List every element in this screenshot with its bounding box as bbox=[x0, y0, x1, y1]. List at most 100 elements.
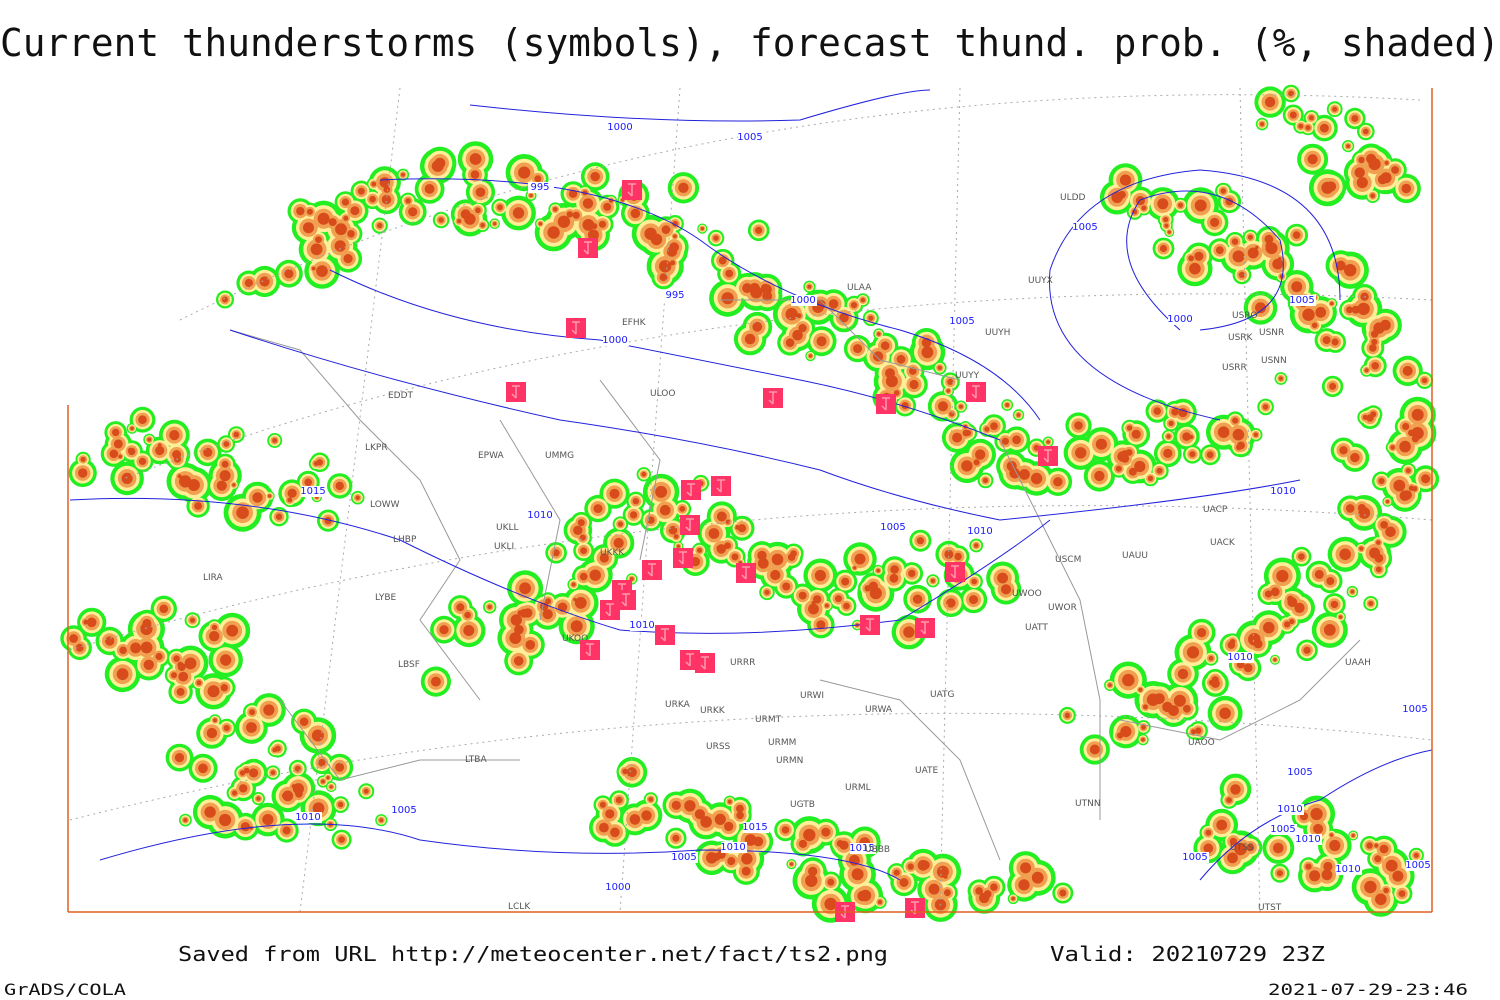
shade-blob bbox=[1194, 199, 1207, 212]
storm-bolt bbox=[881, 397, 890, 411]
station-label: USNN bbox=[1261, 356, 1287, 366]
shade-blob bbox=[1308, 115, 1314, 121]
shade-blob bbox=[220, 815, 226, 820]
shade-blob bbox=[803, 828, 816, 842]
shade-blob bbox=[1383, 887, 1389, 894]
shade-blob bbox=[439, 625, 449, 635]
shade-blob bbox=[1117, 732, 1124, 739]
shade-blob bbox=[785, 338, 795, 348]
shade-blob bbox=[644, 227, 657, 240]
shade-blob bbox=[329, 785, 333, 789]
shade-blob bbox=[1122, 673, 1135, 687]
storm-bolt bbox=[621, 593, 630, 607]
shade-blob bbox=[678, 182, 689, 193]
shade-blob bbox=[1289, 618, 1295, 625]
shade-blob bbox=[610, 827, 620, 838]
shade-blob bbox=[1253, 432, 1259, 437]
storm-bolt bbox=[585, 643, 594, 657]
storm-symbol bbox=[616, 590, 636, 610]
station-label: URWA bbox=[865, 705, 893, 715]
shade-blob bbox=[1120, 726, 1132, 738]
isobar-label-bg bbox=[881, 522, 907, 533]
shade-blob bbox=[1232, 250, 1245, 263]
shade-blob bbox=[525, 640, 536, 650]
shade-blob bbox=[1303, 646, 1311, 654]
shade-blob bbox=[684, 800, 696, 812]
shade-blob bbox=[211, 624, 218, 631]
shade-blob bbox=[545, 598, 551, 605]
shade-blob bbox=[954, 552, 962, 561]
shade-blob bbox=[694, 809, 706, 820]
shade-blob bbox=[990, 883, 998, 891]
station-label: USRK bbox=[1228, 333, 1254, 343]
shade-blob bbox=[318, 758, 326, 767]
storm-symbol bbox=[695, 653, 715, 673]
shade-blob bbox=[1270, 587, 1280, 597]
shade-blob bbox=[174, 753, 185, 763]
isobar-label-bg bbox=[1183, 852, 1209, 863]
shade-blob bbox=[1362, 128, 1369, 135]
shade-blob bbox=[1390, 445, 1395, 450]
shade-blob bbox=[204, 806, 216, 818]
shade-blob bbox=[69, 634, 78, 643]
shade-blob bbox=[622, 768, 628, 775]
isobar-label-bg bbox=[1271, 824, 1297, 835]
isobar-label-bg bbox=[968, 526, 994, 537]
shade-blob bbox=[1219, 707, 1231, 720]
station-label: USCM bbox=[1055, 555, 1081, 565]
shade-blob bbox=[716, 511, 727, 522]
shade-blob bbox=[670, 260, 676, 266]
shade-blob bbox=[876, 568, 881, 573]
station-label: UUYX bbox=[1028, 276, 1053, 286]
station-label: URKA bbox=[665, 700, 691, 710]
shade-blob bbox=[259, 276, 270, 287]
shade-blob bbox=[181, 480, 188, 487]
shade-blob bbox=[1143, 704, 1148, 710]
shade-blob bbox=[727, 857, 736, 865]
shade-blob bbox=[593, 504, 603, 514]
shade-blob bbox=[824, 897, 837, 911]
shade-blob bbox=[292, 783, 304, 795]
shade-blob bbox=[1246, 843, 1255, 852]
shade-blob bbox=[1126, 425, 1133, 431]
shade-blob bbox=[493, 222, 497, 226]
isobar-label: 1010 bbox=[1270, 486, 1295, 497]
shade-blob bbox=[1194, 251, 1204, 261]
storm-symbol bbox=[580, 640, 600, 660]
isobar-label-bg bbox=[743, 822, 769, 833]
shade-blob bbox=[1153, 407, 1161, 415]
shade-blob bbox=[267, 706, 272, 711]
shade-blob bbox=[725, 519, 731, 525]
station-label: UTSS bbox=[1230, 843, 1254, 853]
shade-blob bbox=[1171, 408, 1179, 416]
shade-blob bbox=[909, 367, 917, 375]
source-url: Saved from URL http://meteocenter.net/fa… bbox=[178, 942, 888, 966]
shade-blob bbox=[286, 794, 291, 799]
storm-symbol bbox=[1038, 446, 1058, 466]
shade-blob bbox=[629, 814, 641, 825]
shade-blob bbox=[1217, 426, 1230, 439]
isobar-label: 1010 bbox=[629, 620, 654, 631]
isobar-label-bg bbox=[1278, 804, 1304, 815]
shade-blob bbox=[219, 470, 231, 482]
shade-blob bbox=[1159, 244, 1168, 253]
shade-blob bbox=[272, 438, 278, 443]
shade-blob bbox=[282, 826, 291, 835]
shade-blob bbox=[316, 265, 328, 277]
shade-blob bbox=[850, 302, 858, 309]
shade-blob bbox=[513, 656, 524, 666]
shade-blob bbox=[1321, 869, 1333, 881]
shade-blob bbox=[130, 426, 134, 431]
shade-blob bbox=[1147, 475, 1154, 481]
shade-blob bbox=[177, 474, 182, 479]
shade-blob bbox=[909, 379, 919, 390]
shade-blob bbox=[1350, 589, 1355, 594]
isobar-label-bg bbox=[1073, 222, 1099, 233]
shade-blob bbox=[921, 346, 934, 359]
shade-blob bbox=[946, 389, 951, 393]
shade-blob bbox=[1134, 460, 1146, 473]
shade-blob bbox=[907, 863, 914, 870]
shade-blob bbox=[843, 602, 850, 610]
shade-blob bbox=[1384, 160, 1389, 165]
shade-blob bbox=[617, 521, 624, 527]
